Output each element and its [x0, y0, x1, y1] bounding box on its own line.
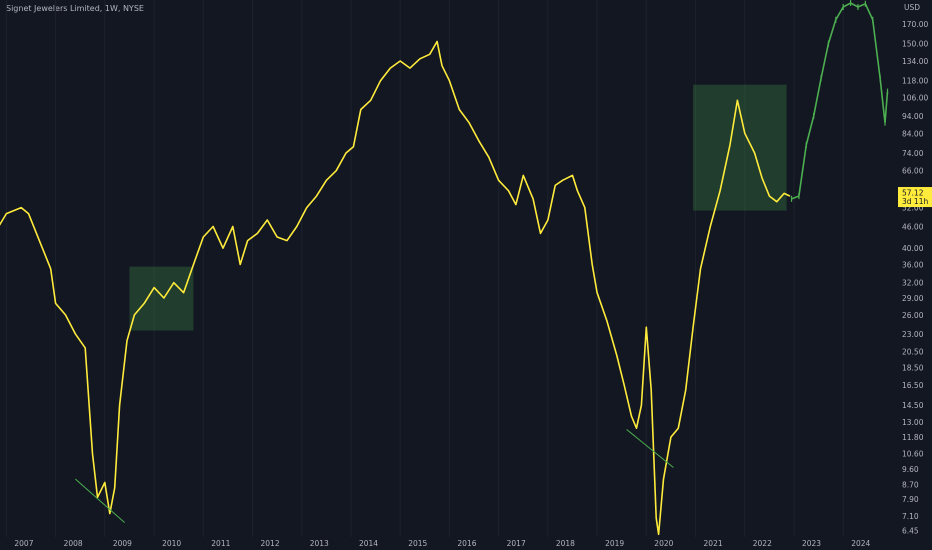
price-tick-label: 18.50 — [902, 364, 924, 373]
price-tick-label: 13.00 — [902, 418, 924, 427]
price-tick-label: 74.00 — [902, 149, 924, 158]
time-tick-label: 2020 — [654, 539, 673, 548]
price-tick-label: 84.00 — [902, 129, 924, 138]
highlight-box — [129, 266, 194, 331]
price-tick-label: 94.00 — [902, 112, 924, 121]
price-tick-label: 106.00 — [902, 93, 928, 102]
price-tick-label: 23.00 — [902, 330, 924, 339]
last-price-badge — [898, 187, 932, 208]
price-tick-label: 40.00 — [902, 244, 924, 253]
price-tick-label: 36.00 — [902, 260, 924, 269]
bar-countdown: 3d 11h — [902, 197, 928, 206]
time-axis[interactable]: 2007 2008 2009 2010 2011 2012 2013 2014 2015 2016… — [14, 539, 870, 548]
time-tick-label: 2012 — [261, 539, 280, 548]
time-tick-label: 2010 — [162, 539, 181, 548]
trend-line — [626, 429, 674, 468]
price-tick-label: 8.70 — [902, 480, 919, 489]
price-tick-label: 14.50 — [902, 401, 924, 410]
price-tick-label: 134.00 — [902, 57, 928, 66]
price-tick-label: 46.00 — [902, 223, 924, 232]
time-tick-label: 2007 — [14, 539, 33, 548]
time-tick-label: 2015 — [408, 539, 427, 548]
price-tick-label: 20.50 — [902, 348, 924, 357]
price-tick-label: 32.00 — [902, 279, 924, 288]
highlight-box — [693, 84, 787, 211]
price-bars-recent — [791, 2, 889, 200]
price-axis-unit: USD — [904, 3, 920, 12]
trend-lines — [74, 429, 674, 523]
price-axis[interactable]: USD 170.00 150.00 134.00 118.00 106.00 94.00 84… — [898, 3, 932, 536]
highlight-boxes — [129, 84, 787, 331]
time-tick-label: 2013 — [310, 539, 329, 548]
price-tick-label: 7.10 — [902, 512, 919, 521]
price-tick-label: 52.00 — [902, 204, 924, 213]
time-tick-label: 2024 — [851, 539, 870, 548]
price-line — [0, 40, 791, 536]
price-tick-label: 170.00 — [902, 20, 928, 29]
time-tick-label: 2018 — [556, 539, 575, 548]
price-tick-label: 26.00 — [902, 311, 924, 320]
time-tick-label: 2011 — [211, 539, 230, 548]
price-tick-label: 9.60 — [902, 465, 919, 474]
time-tick-label: 2017 — [507, 539, 526, 548]
price-tick-label: 16.50 — [902, 381, 924, 390]
price-tick-label: 150.00 — [902, 40, 928, 49]
price-tick-label: 10.60 — [902, 450, 924, 459]
chart-header: Signet Jewelers Limited, 1W, NYSE — [6, 4, 144, 13]
time-tick-label: 2014 — [359, 539, 378, 548]
trend-line — [74, 478, 125, 523]
time-tick-label: 2009 — [113, 539, 132, 548]
price-tick-label: 11.80 — [902, 433, 924, 442]
time-tick-label: 2023 — [802, 539, 821, 548]
time-tick-label: 2016 — [457, 539, 476, 548]
price-tick-label: 118.00 — [902, 77, 928, 86]
price-tick-label: 6.45 — [902, 527, 919, 536]
time-tick-label: 2022 — [753, 539, 772, 548]
price-tick-label: 29.00 — [902, 294, 924, 303]
price-tick-label: 66.00 — [902, 167, 924, 176]
time-tick-label: 2021 — [704, 539, 723, 548]
time-tick-label: 2008 — [64, 539, 83, 548]
price-series — [0, 0, 889, 536]
price-tick-label: 7.90 — [902, 495, 919, 504]
last-price-value: 57.12 — [902, 189, 924, 198]
time-tick-label: 2019 — [605, 539, 624, 548]
chart-grid — [5, 0, 844, 537]
